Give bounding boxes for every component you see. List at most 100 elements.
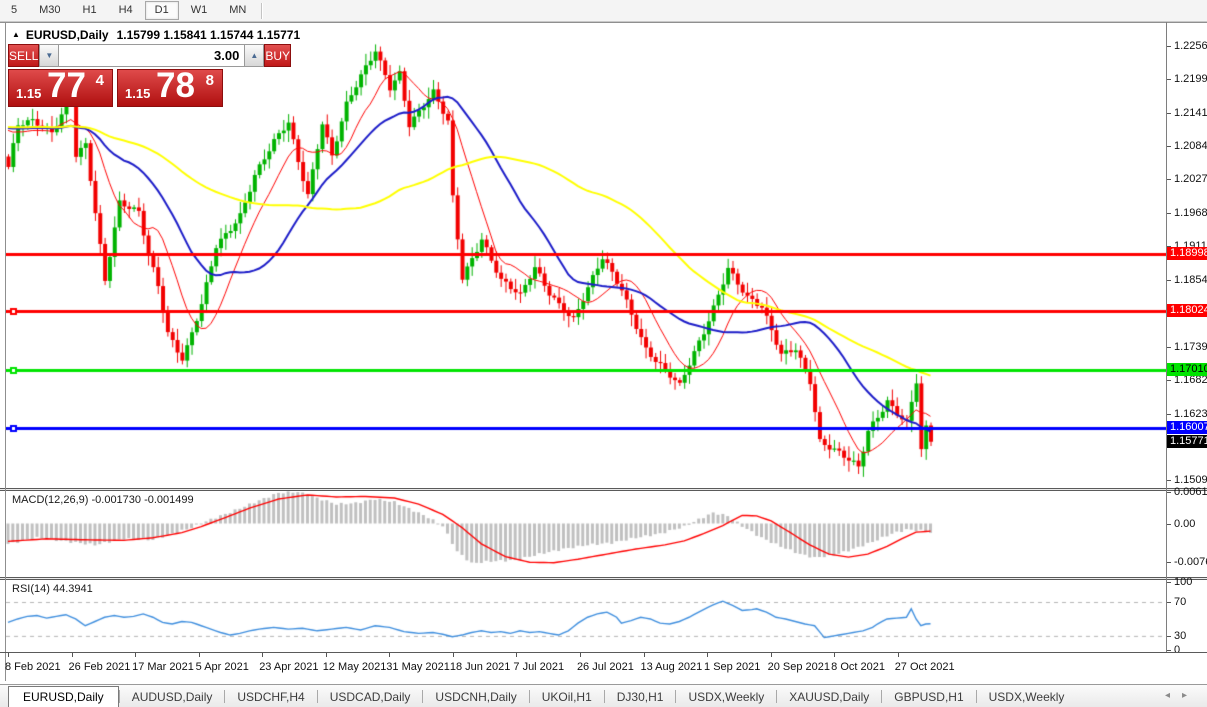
ask-base: 1.15 <box>125 86 151 101</box>
macd-chart-canvas[interactable] <box>6 491 1166 577</box>
hline-price-label[interactable]: 1.16007 <box>1167 421 1207 434</box>
rsi-tick-label: 30 <box>1174 629 1187 642</box>
tab-separator <box>975 690 977 703</box>
volume-decrease-icon[interactable]: ▼ <box>39 44 60 67</box>
chart-tab-eurusd-daily[interactable]: EURUSD,Daily <box>8 685 119 707</box>
date-tick-mark <box>834 653 836 657</box>
date-tick-label: 12 May 2021 <box>322 661 387 673</box>
date-tick-mark <box>579 653 581 657</box>
bid-big-digits: 77 <box>47 66 86 105</box>
price-tick-label: 1.21995 <box>1174 73 1207 86</box>
bid-pipette: 4 <box>95 72 104 89</box>
timeframe-button-5[interactable]: 5 <box>11 4 18 16</box>
date-tick-mark <box>8 653 9 657</box>
pane-separator-rsi[interactable] <box>0 577 1207 580</box>
price-tick-mark <box>1167 379 1171 381</box>
chart-tab-usdcad-daily[interactable]: USDCAD,Daily <box>329 689 411 704</box>
tab-scroll-arrows[interactable]: ◂▸ <box>1164 690 1199 701</box>
chart-tab-gbpusd-h1[interactable]: GBPUSD,H1 <box>894 689 964 704</box>
ask-price-button[interactable]: 1.15 78 8 <box>117 66 223 107</box>
date-tick-mark <box>516 653 518 657</box>
chart-tab-audusd-daily[interactable]: AUDUSD,Daily <box>131 689 213 704</box>
date-axis[interactable]: 8 Feb 2021 26 Feb 2021 17 Mar 2021 5 Apr 20… <box>0 652 1207 681</box>
chart-tab-bar: EURUSD,Daily AUDUSD,Daily USDCHF,H4 USDCAD,… <box>0 684 1207 707</box>
chart-window: ▲ EURUSD,Daily 1.15799 1.15841 1.15744 1.1… <box>0 22 1207 683</box>
rsi-label: RSI(14) 44.3941 <box>12 583 93 595</box>
price-tick-mark <box>1167 480 1171 481</box>
date-tick-mark <box>389 653 391 657</box>
rsi-tick-label: 0 <box>1174 644 1181 656</box>
volume-input[interactable] <box>59 44 245 67</box>
timeframe-toolbar: 5 M30 H1 H4 D1 W1 MN <box>0 0 1207 22</box>
macd-tick-mark <box>1167 491 1171 493</box>
price-tick-mark <box>1167 346 1171 348</box>
hline-price-label[interactable]: 1.18998 <box>1167 247 1207 261</box>
volume-increase-icon[interactable]: ▲ <box>244 44 265 67</box>
date-tick-mark <box>643 653 645 657</box>
date-tick-label: 5 Apr 2021 <box>195 661 249 673</box>
chart-tab-usdx-weekly[interactable]: USDX,Weekly <box>988 689 1065 704</box>
rsi-tick-mark <box>1167 582 1171 583</box>
macd-label: MACD(12,26,9) -0.001730 -0.001499 <box>12 494 194 506</box>
chart-tab-usdchf-h4[interactable]: USDCHF,H4 <box>237 689 305 704</box>
chart-tab-usdcnh-daily[interactable]: USDCNH,Daily <box>435 689 517 704</box>
date-tick-mark <box>897 653 899 657</box>
date-tick-mark <box>198 653 200 657</box>
chart-tab-usdx-weekly[interactable]: USDX,Weekly <box>688 689 765 704</box>
price-tick-label: 1.17390 <box>1174 340 1207 353</box>
date-tick-mark <box>262 653 264 657</box>
date-tick-label: 23 Apr 2021 <box>259 661 319 673</box>
window-left-border <box>5 22 6 681</box>
price-tick-label: 1.22565 <box>1174 40 1207 52</box>
timeframe-button-h1[interactable]: H1 <box>82 4 97 16</box>
rsi-tick-label: 100 <box>1174 576 1193 588</box>
chart-symbol: EURUSD,Daily <box>25 28 109 42</box>
timeframe-button-m30[interactable]: M30 <box>39 4 61 16</box>
date-tick-mark <box>325 653 327 657</box>
collapse-triangle-icon[interactable]: ▲ <box>12 30 20 39</box>
timeframe-button-w1[interactable]: W1 <box>190 4 208 16</box>
macd-tick-mark <box>1167 562 1171 564</box>
date-tick-label: 13 Aug 2021 <box>640 661 703 673</box>
ask-pipette: 8 <box>205 72 214 89</box>
date-tick-label: 1 Sep 2021 <box>704 661 761 673</box>
tab-separator <box>118 690 120 703</box>
rsi-chart-canvas[interactable] <box>6 580 1166 652</box>
tab-separator <box>881 690 883 703</box>
hline-price-label[interactable]: 1.18024 <box>1167 303 1207 317</box>
rsi-tick-label: 70 <box>1174 596 1187 608</box>
bid-price-button[interactable]: 1.15 77 4 <box>8 66 113 107</box>
date-tick-mark <box>770 653 772 657</box>
timeframe-button-h4[interactable]: H4 <box>118 4 133 16</box>
sell-button[interactable]: SELL <box>8 44 40 67</box>
price-tick-label: 1.20840 <box>1174 140 1207 153</box>
date-tick-label: 7 Jul 2021 <box>513 661 565 673</box>
chart-tab-dj30-h1[interactable]: DJ30,H1 <box>616 689 664 704</box>
ask-big-digits: 78 <box>156 66 195 105</box>
chart-tab-ukoil-h1[interactable]: UKOil,H1 <box>541 689 592 704</box>
tab-separator <box>422 690 424 703</box>
price-tick-mark <box>1167 79 1171 81</box>
rsi-tick-mark <box>1167 602 1171 603</box>
hline-price-label[interactable]: 1.17010 <box>1167 362 1207 376</box>
rsi-value: 44.3941 <box>52 583 93 595</box>
pane-separator-macd[interactable] <box>0 488 1207 491</box>
price-tick-mark <box>1167 246 1171 248</box>
price-tick-label: 1.20270 <box>1174 173 1207 186</box>
one-click-trade-panel: SELL ▼ ▲ BUY 1.15 77 4 1.15 78 8 <box>8 44 292 107</box>
price-axis[interactable]: 1.22565 1.21995 1.21410 1.20840 1.20270 1.196… <box>1166 22 1207 656</box>
date-tick-label: 18 Jun 2021 <box>449 661 511 673</box>
price-tick-mark <box>1167 146 1171 148</box>
bid-base: 1.15 <box>16 86 42 101</box>
chart-tab-xauusd-daily[interactable]: XAUUSD,Daily <box>789 689 870 704</box>
date-tick-mark <box>71 653 73 657</box>
price-tick-mark <box>1167 113 1171 115</box>
timeframe-button-mn[interactable]: MN <box>229 4 247 16</box>
timeframe-button-d1[interactable]: D1 <box>144 1 179 20</box>
price-tick-label: 1.15095 <box>1174 474 1207 486</box>
macd-tick-label: 0.00 <box>1174 517 1196 530</box>
buy-button[interactable]: BUY <box>264 44 292 67</box>
tab-separator <box>528 690 530 703</box>
price-tick-label: 1.18545 <box>1174 273 1207 286</box>
